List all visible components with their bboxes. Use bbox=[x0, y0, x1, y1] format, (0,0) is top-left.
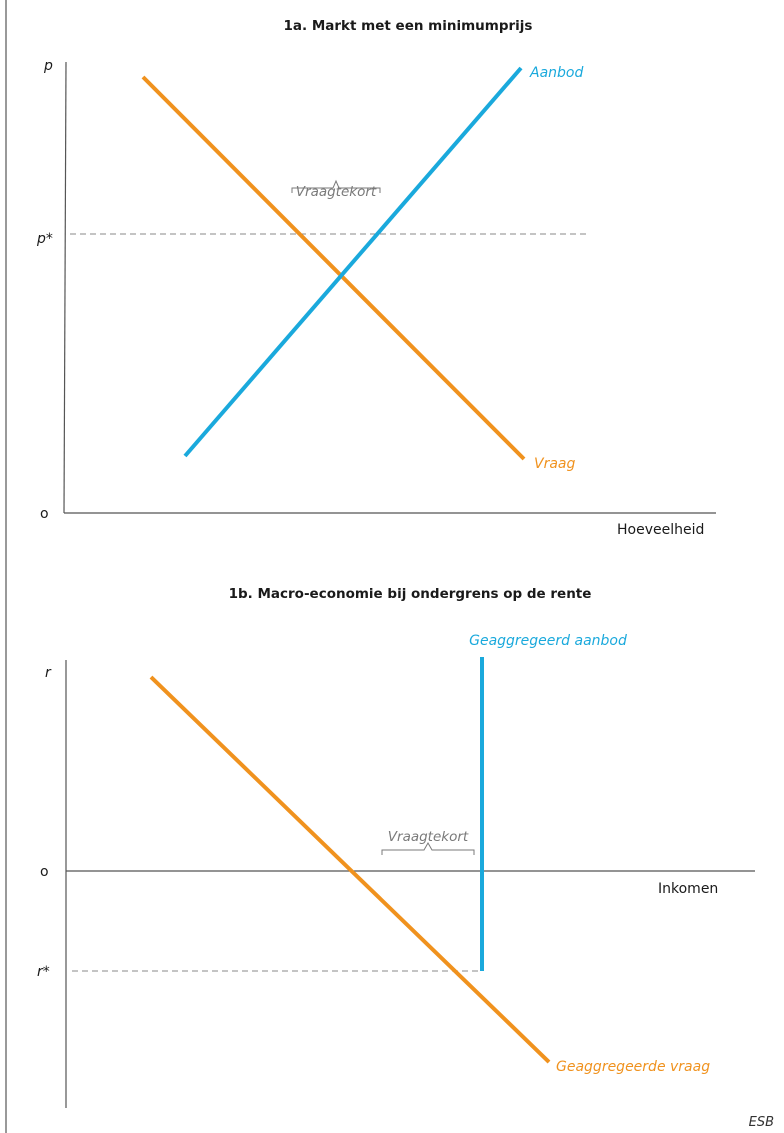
panel-1a-x-label: Hoeveelheid bbox=[617, 522, 704, 538]
source-label: ESB bbox=[749, 1115, 774, 1130]
panel-1b-rate-floor-label: r* bbox=[37, 964, 50, 980]
panel-1b-supply-label: Geaggregeerd aanbod bbox=[469, 633, 627, 649]
panel-1a: 1a. Markt met een minimumprijs p p* o Ho… bbox=[36, 18, 716, 538]
panel-1a-y-axis bbox=[63, 61, 67, 514]
panel-1a-y-symbol: p bbox=[43, 58, 53, 74]
panel-1b-gap-label: Vraagtekort bbox=[388, 829, 469, 845]
panel-1a-origin-label: o bbox=[40, 506, 49, 522]
panel-1a-title: 1a. Markt met een minimumprijs bbox=[284, 18, 533, 34]
panel-1b-demand-label: Geaggregeerde vraag bbox=[556, 1059, 710, 1075]
panel-1b-x-label: Inkomen bbox=[658, 881, 718, 897]
panel-1b-gap-bracket bbox=[381, 841, 475, 855]
panel-1b-origin-label: o bbox=[40, 864, 49, 880]
panel-1a-demand-line bbox=[141, 75, 526, 461]
panel-1a-supply-line bbox=[183, 66, 523, 458]
panel-1a-price-floor-label: p* bbox=[36, 231, 53, 247]
panel-1a-gap-bracket bbox=[291, 179, 381, 193]
panel-1b-demand-line bbox=[149, 675, 551, 1064]
panel-1a-supply-label: Aanbod bbox=[529, 65, 583, 81]
panel-1b-y-symbol: r bbox=[45, 665, 52, 681]
panel-1b: 1b. Macro-economie bij ondergrens op de … bbox=[37, 586, 755, 1108]
panel-1a-demand-label: Vraag bbox=[534, 456, 575, 472]
panel-1a-gap-label: Vraagtekort bbox=[296, 184, 377, 200]
panel-1b-title: 1b. Macro-economie bij ondergrens op de … bbox=[229, 586, 592, 602]
